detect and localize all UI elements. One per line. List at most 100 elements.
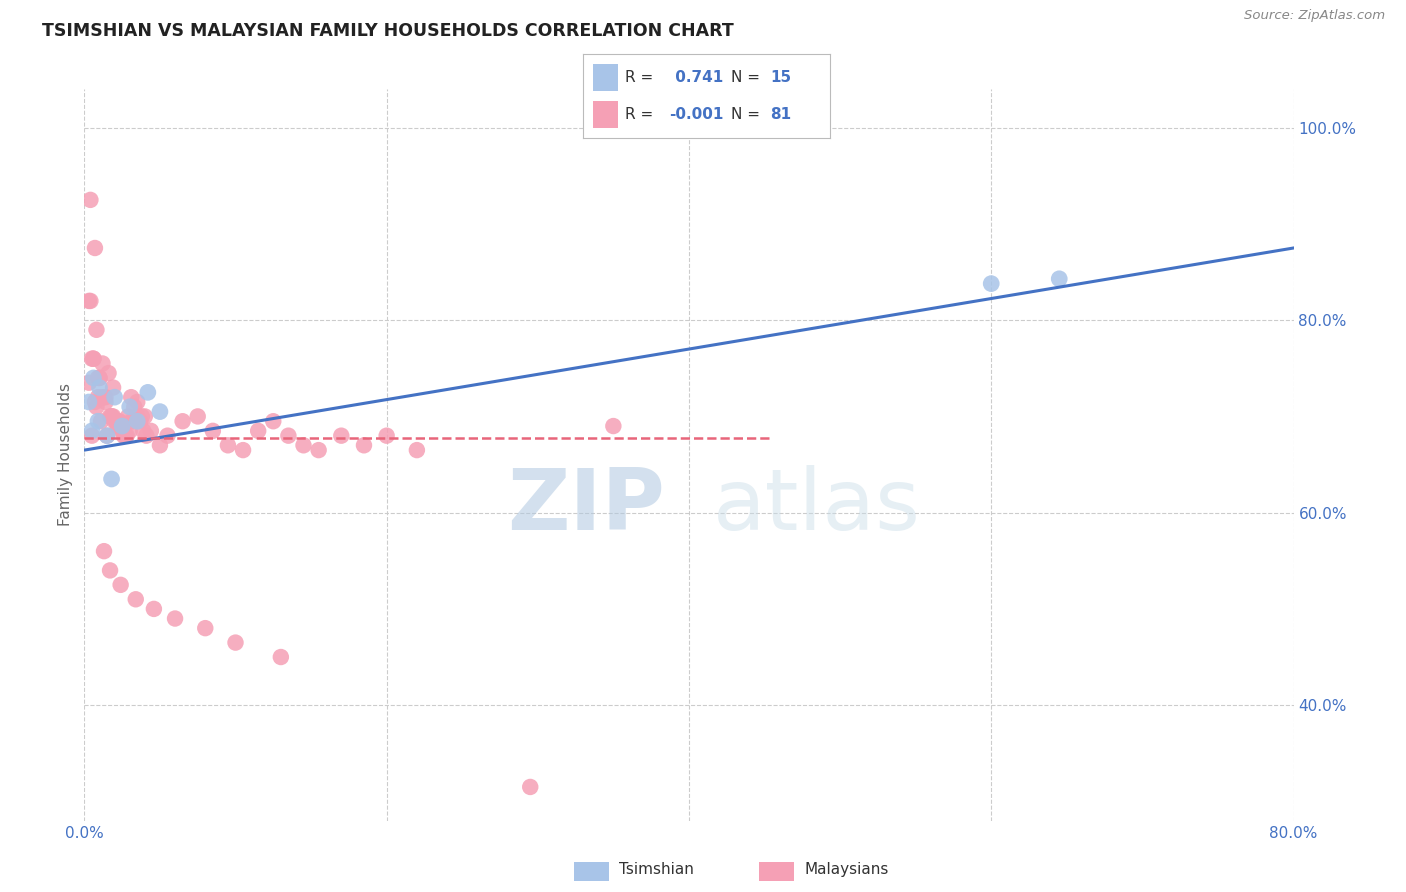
Point <box>91 390 114 404</box>
Point <box>100 472 122 486</box>
Point <box>114 428 136 442</box>
Point <box>112 428 135 442</box>
Point <box>194 621 217 635</box>
Point <box>100 409 122 424</box>
Point <box>80 424 103 438</box>
Point <box>125 592 148 607</box>
Point <box>77 395 100 409</box>
Text: R =: R = <box>626 107 658 122</box>
Point <box>187 409 209 424</box>
Point <box>262 414 284 428</box>
Point <box>84 395 107 409</box>
Text: ZIP: ZIP <box>508 465 665 548</box>
Point <box>375 428 398 442</box>
Text: N =: N = <box>731 107 765 122</box>
Text: N =: N = <box>731 70 765 85</box>
Point <box>156 428 179 442</box>
Point <box>94 390 117 404</box>
Point <box>79 193 101 207</box>
Point <box>80 428 103 442</box>
Point <box>77 293 100 308</box>
FancyBboxPatch shape <box>593 101 619 128</box>
Point <box>89 371 111 385</box>
Text: Tsimshian: Tsimshian <box>619 863 693 877</box>
Point <box>134 409 156 424</box>
Point <box>82 371 104 385</box>
Point <box>84 241 107 255</box>
Point <box>87 390 110 404</box>
Point <box>129 414 152 428</box>
Point <box>270 650 292 665</box>
Point <box>108 414 131 428</box>
Point <box>1047 272 1070 286</box>
Point <box>107 414 129 428</box>
Point <box>120 414 142 428</box>
Point <box>149 438 172 452</box>
Point <box>104 414 127 428</box>
Point <box>97 366 120 380</box>
Point <box>104 390 127 404</box>
Text: TSIMSHIAN VS MALAYSIAN FAMILY HOUSEHOLDS CORRELATION CHART: TSIMSHIAN VS MALAYSIAN FAMILY HOUSEHOLDS… <box>42 22 734 40</box>
Point <box>118 424 141 438</box>
Text: Malaysians: Malaysians <box>804 863 889 877</box>
Point <box>87 371 110 385</box>
Point <box>165 611 187 625</box>
Point <box>82 351 104 366</box>
Point <box>93 390 115 404</box>
Point <box>292 438 315 452</box>
Text: 0.741: 0.741 <box>669 70 723 85</box>
Point <box>142 602 165 616</box>
Point <box>77 376 100 390</box>
Text: -0.001: -0.001 <box>669 107 724 122</box>
Point <box>107 419 129 434</box>
Y-axis label: Family Households: Family Households <box>58 384 73 526</box>
Point <box>115 428 138 442</box>
Point <box>232 443 254 458</box>
Text: atlas: atlas <box>713 465 921 548</box>
Point <box>86 400 108 414</box>
FancyBboxPatch shape <box>593 63 619 91</box>
Point <box>111 424 134 438</box>
Point <box>330 428 353 442</box>
Point <box>82 351 104 366</box>
Point <box>86 323 108 337</box>
Point <box>89 380 111 394</box>
Text: 81: 81 <box>770 107 792 122</box>
Point <box>114 428 136 442</box>
Point <box>201 424 224 438</box>
Point <box>89 371 111 385</box>
Point <box>132 424 155 438</box>
Point <box>94 395 117 409</box>
Point <box>98 409 121 424</box>
Point <box>247 424 270 438</box>
Point <box>111 419 134 434</box>
Point <box>117 409 139 424</box>
Point <box>87 414 110 428</box>
Point <box>406 443 429 458</box>
Point <box>131 409 153 424</box>
Point <box>127 395 149 409</box>
Point <box>101 409 124 424</box>
Point <box>110 578 132 592</box>
Text: Source: ZipAtlas.com: Source: ZipAtlas.com <box>1244 9 1385 22</box>
Point <box>122 400 145 414</box>
Point <box>108 419 131 434</box>
Point <box>120 390 142 404</box>
Point <box>80 351 103 366</box>
Point <box>101 380 124 394</box>
Text: 15: 15 <box>770 70 792 85</box>
Point <box>96 428 118 442</box>
Point <box>127 414 149 428</box>
Point <box>353 438 375 452</box>
Point <box>118 400 141 414</box>
Point <box>93 544 115 558</box>
Point <box>98 563 121 577</box>
Point <box>136 385 159 400</box>
Point <box>105 414 128 428</box>
Point <box>149 404 172 418</box>
Point <box>172 414 194 428</box>
Point <box>225 635 247 649</box>
Point <box>217 438 239 452</box>
Point <box>121 414 143 428</box>
Point <box>135 428 157 442</box>
